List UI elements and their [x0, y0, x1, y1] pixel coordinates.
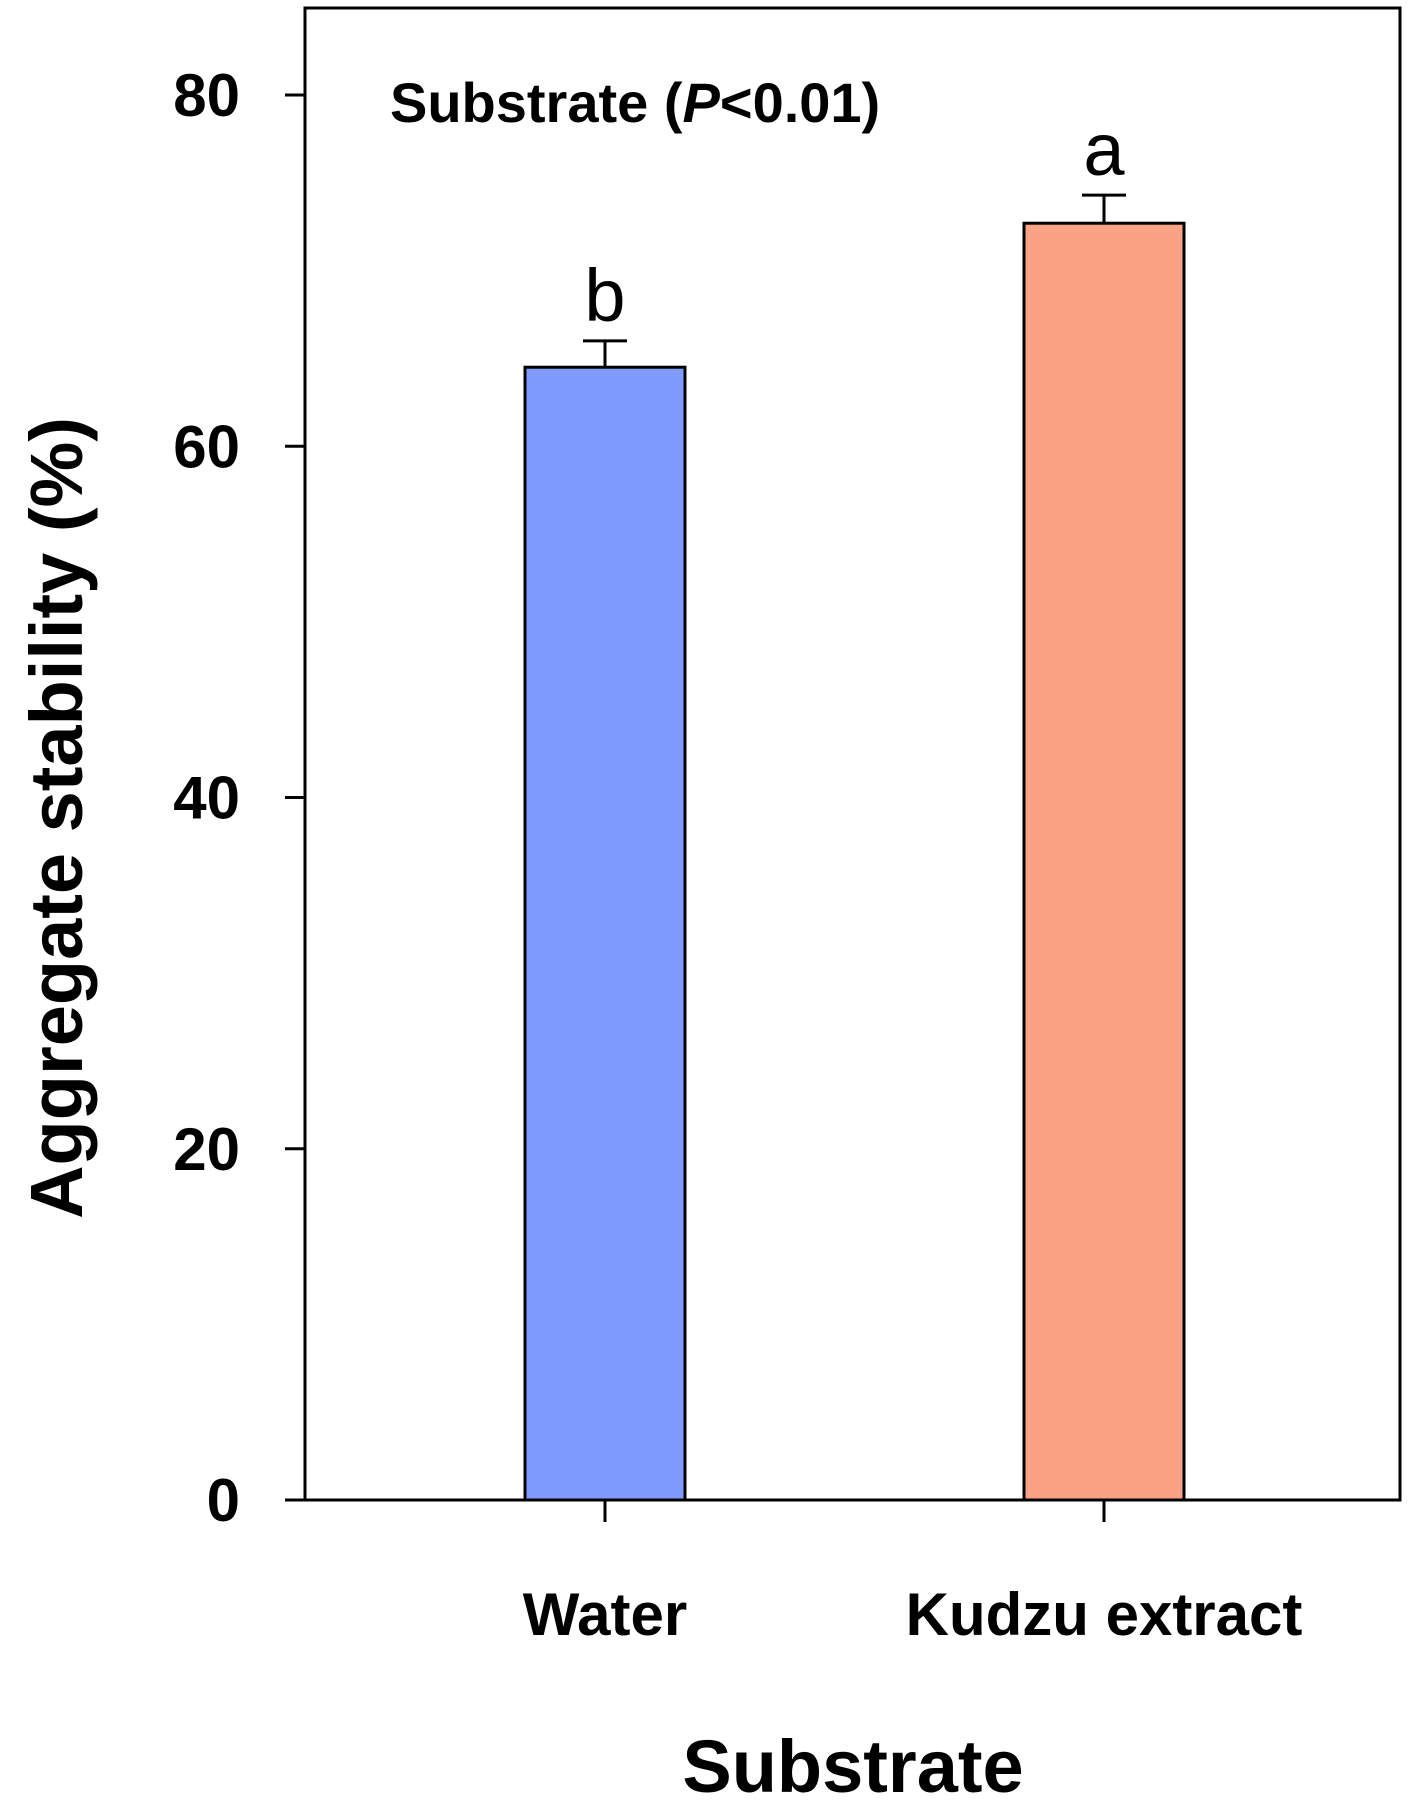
y-axis-title: Aggregate stability (%) — [15, 417, 98, 1219]
y-tick-label: 0 — [207, 1467, 240, 1534]
plot-frame — [303, 6, 1402, 1502]
annotation-italic: P — [683, 71, 721, 134]
significance-letter: b — [584, 254, 625, 337]
x-axis: Water Kudzu extract — [523, 1500, 1303, 1648]
annotation-text: Substrate (P<0.01) — [390, 71, 880, 134]
y-tick-label: 80 — [173, 62, 240, 129]
x-tick-label: Water — [523, 1581, 687, 1648]
bar — [523, 365, 687, 1502]
y-axis: 0 20 40 60 80 — [173, 62, 305, 1534]
x-axis-title: Substrate — [682, 1725, 1023, 1808]
x-tick-label: Kudzu extract — [906, 1581, 1303, 1648]
bar — [1022, 221, 1186, 1502]
significance-letter: a — [1083, 108, 1125, 191]
y-tick-label: 60 — [173, 413, 240, 480]
bars: ba — [523, 108, 1186, 1502]
y-tick-label: 20 — [173, 1116, 240, 1183]
annotation-suffix: <0.01) — [720, 71, 880, 134]
annotation-prefix: Substrate ( — [390, 71, 683, 134]
y-tick-label: 40 — [173, 765, 240, 832]
